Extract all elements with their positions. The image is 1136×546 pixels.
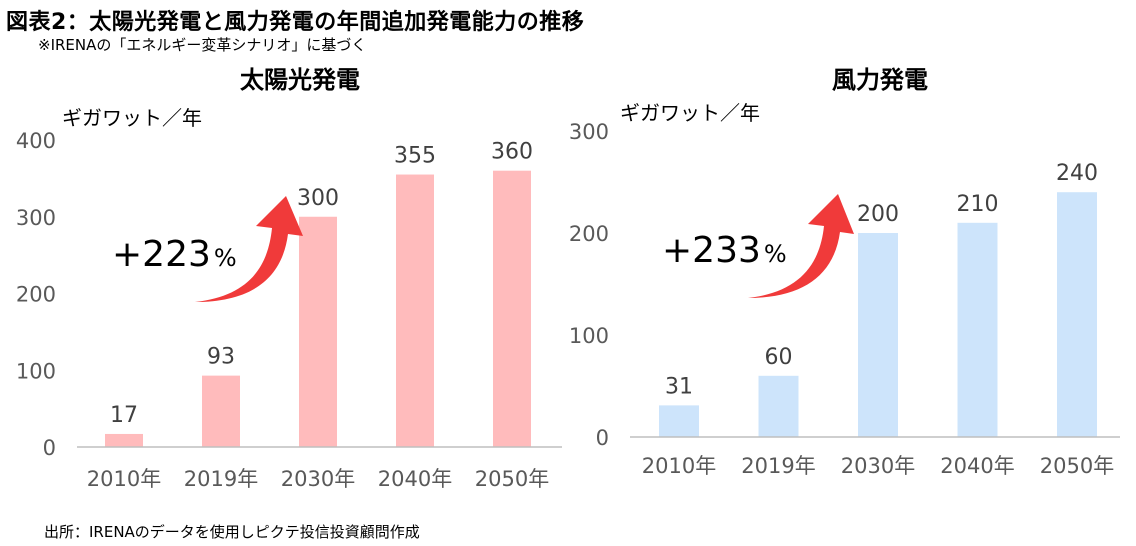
curved-up-arrow-icon [748, 194, 854, 298]
wind-x-tick-label: 2010年 [642, 454, 716, 478]
wind-x-tick-label: 2019年 [741, 454, 815, 478]
solar-y-tick-label: 0 [43, 436, 56, 460]
solar-data-label: 93 [207, 345, 235, 370]
wind-growth-unit: % [764, 240, 787, 268]
curved-up-arrow-icon [195, 196, 303, 302]
wind-bar [957, 222, 998, 437]
source-note: 出所：IRENAのデータを使用しピクテ投信投資顧問作成 [44, 523, 420, 541]
wind-data-label: 31 [665, 374, 693, 399]
solar-bar [299, 216, 337, 447]
solar-marks: 0 100 200 300 400 17 2010年 93 2019年 300 2030年 355 20… [16, 129, 562, 491]
solar-x-tick-label: 2030年 [281, 467, 355, 491]
wind-y-unit-label: ギガワット／年 [620, 101, 760, 125]
wind-y-tick-label: 300 [569, 120, 609, 144]
solar-bar [105, 433, 143, 447]
solar-y-tick-label: 300 [16, 206, 56, 230]
solar-data-label: 300 [297, 186, 339, 211]
solar-y-unit-label: ギガワット／年 [62, 106, 202, 130]
solar-x-tick-label: 2050年 [475, 467, 549, 491]
wind-y-tick-label: 0 [596, 426, 609, 450]
solar-x-tick-label: 2010年 [87, 467, 161, 491]
solar-growth-label: +223% [112, 234, 237, 275]
solar-bar [493, 170, 531, 447]
wind-growth-label: +233% [662, 230, 787, 271]
wind-x-tick-label: 2050年 [1040, 454, 1114, 478]
wind-y-tick-label: 200 [569, 222, 609, 246]
wind-data-label: 200 [857, 202, 899, 227]
wind-data-label: 240 [1056, 161, 1098, 186]
solar-data-label: 17 [110, 403, 138, 428]
solar-data-label: 355 [394, 144, 436, 169]
solar-bar [202, 375, 240, 447]
solar-y-tick-label: 200 [16, 283, 56, 307]
figure-subtitle: ※IRENAの「エネルギー変革シナリオ」に基づく [38, 36, 367, 54]
wind-y-tick-label: 100 [569, 324, 609, 348]
solar-data-label: 360 [491, 140, 533, 165]
solar-growth-value: +223 [112, 234, 211, 275]
wind-data-label: 60 [765, 345, 793, 370]
solar-bar [396, 174, 434, 447]
solar-y-tick-label: 100 [16, 359, 56, 383]
wind-chart-title: 風力発電 [832, 66, 928, 94]
wind-marks: 0 100 200 300 31 2010年 60 2019年 200 2030年 210 2040年… [569, 120, 1120, 478]
wind-data-label: 210 [957, 192, 999, 217]
wind-x-tick-label: 2030年 [841, 454, 915, 478]
wind-bar [758, 375, 799, 437]
solar-y-tick-label: 400 [16, 129, 56, 153]
solar-x-tick-label: 2019年 [184, 467, 258, 491]
wind-bar [858, 233, 898, 437]
wind-bar [659, 405, 699, 437]
solar-chart: 太陽光発電 ギガワット／年 0 100 200 300 400 17 2010年 93 2019… [16, 66, 562, 491]
wind-x-tick-label: 2040年 [940, 454, 1014, 478]
solar-x-tick-label: 2040年 [378, 467, 452, 491]
figure-title: 図表2：太陽光発電と風力発電の年間追加発電能力の推移 [6, 10, 585, 35]
wind-bar [1057, 192, 1097, 437]
solar-growth-unit: % [214, 244, 237, 272]
solar-chart-title: 太陽光発電 [240, 66, 360, 94]
wind-growth-value: +233 [662, 230, 761, 271]
wind-chart: 風力発電 ギガワット／年 0 100 200 300 31 2010年 60 2019年 200… [569, 66, 1120, 478]
